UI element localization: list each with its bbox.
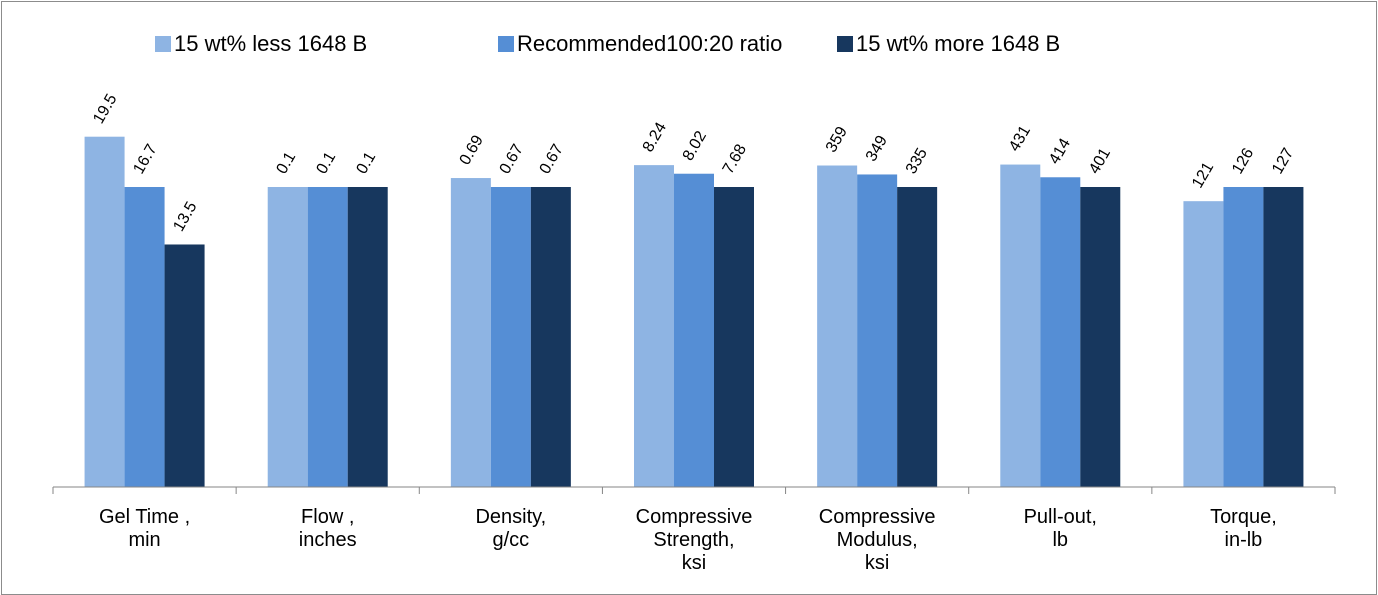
bar <box>1040 177 1081 488</box>
data-label: 349 <box>863 133 891 165</box>
category-label: Torque, in-lb <box>1210 506 1277 551</box>
data-label: 127 <box>1269 145 1297 177</box>
legend-label: 15 wt% more 1648 B <box>856 31 1060 56</box>
bars <box>84 136 1304 488</box>
bar <box>1263 187 1304 487</box>
data-label: 401 <box>1086 145 1114 177</box>
legend-swatch <box>498 36 514 52</box>
data-label: 19.5 <box>90 91 120 127</box>
data-label: 0.69 <box>457 132 487 168</box>
data-label: 16.7 <box>130 141 160 177</box>
data-label: 335 <box>903 145 931 177</box>
bar <box>530 187 571 487</box>
data-label: 7.68 <box>720 141 750 177</box>
category-label: Compressive Strength, ksi <box>636 506 753 574</box>
bar <box>307 187 348 487</box>
bar <box>897 187 938 487</box>
bar <box>634 165 674 487</box>
category-label: Pull-out, lb <box>1024 506 1097 551</box>
category-labels: Gel Time , min Flow , inches Density, g/cc Com… <box>99 506 1277 574</box>
bar <box>857 174 898 487</box>
bar <box>817 165 858 488</box>
data-label: 359 <box>823 124 851 156</box>
data-label: 414 <box>1046 136 1074 168</box>
data-label: 126 <box>1229 145 1257 177</box>
bar <box>1080 187 1121 487</box>
bar <box>1000 164 1041 488</box>
bar <box>490 187 531 487</box>
bar <box>267 187 308 487</box>
category-label: Gel Time , min <box>99 506 190 551</box>
bar <box>347 187 388 487</box>
category-label: Density, g/cc <box>475 506 546 551</box>
bar <box>450 178 491 487</box>
bar <box>1183 201 1224 488</box>
data-label: 13.5 <box>170 199 200 235</box>
data-label: 0.1 <box>353 149 379 177</box>
data-label: 431 <box>1006 123 1034 155</box>
data-label: 8.02 <box>680 128 710 164</box>
bar <box>1223 187 1264 487</box>
legend-swatch <box>155 36 171 52</box>
data-label: 0.1 <box>313 149 339 177</box>
data-label: 0.1 <box>273 149 299 177</box>
bar <box>164 244 205 487</box>
legend: 15 wt% less 1648 B Recommended100:20 rati… <box>155 31 1060 56</box>
legend-swatch <box>837 36 853 52</box>
legend-label: 15 wt% less 1648 B <box>174 31 367 56</box>
bar <box>674 173 714 487</box>
legend-label: Recommended100:20 ratio <box>517 31 782 56</box>
data-label: 0.67 <box>497 141 527 177</box>
category-label: Compressive Modulus, ksi <box>819 506 936 574</box>
bar <box>84 136 125 487</box>
data-label: 8.24 <box>640 120 670 156</box>
bar <box>714 187 754 487</box>
category-label: Flow , inches <box>299 506 357 551</box>
bar <box>124 187 165 487</box>
data-label: 0.67 <box>537 141 567 177</box>
x-axis <box>52 486 1336 494</box>
data-label: 121 <box>1189 159 1217 191</box>
